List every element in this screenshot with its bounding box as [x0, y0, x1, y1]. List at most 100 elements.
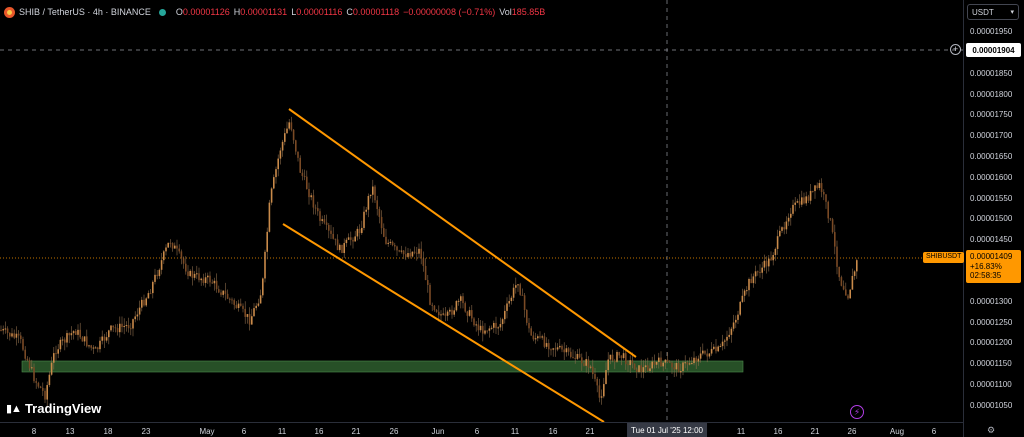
candle-body [570, 351, 572, 357]
price-axis-label: 0.00001800 [970, 90, 1013, 99]
candle-body [180, 251, 183, 259]
candle-body [6, 328, 9, 333]
candle-body [805, 196, 807, 204]
candle-body [589, 366, 592, 368]
candle-body [88, 345, 90, 347]
price-chart[interactable] [0, 0, 963, 423]
candle-body [688, 363, 691, 365]
candle-body [741, 295, 744, 302]
candle-body [92, 347, 95, 349]
candle-body [209, 275, 211, 283]
candle-body [752, 276, 755, 284]
candle-body [539, 336, 541, 338]
support-zone-rectangle[interactable] [21, 360, 744, 373]
candle-body [479, 325, 482, 331]
candle-body [739, 301, 741, 315]
candle-body [61, 339, 64, 341]
candle-body [823, 191, 825, 195]
candle-body [603, 384, 605, 397]
candle-body [279, 150, 282, 159]
tradingview-logo[interactable]: ▮▲ TradingView [6, 401, 101, 416]
candle-body [578, 353, 581, 358]
candle-body [121, 323, 123, 327]
candle-body [266, 231, 268, 252]
candle-body [53, 353, 55, 363]
candle-body [240, 303, 242, 306]
candle-body [671, 362, 673, 368]
candle-body [550, 349, 552, 351]
channel-lower-line[interactable] [282, 223, 605, 423]
candle-body [794, 202, 796, 205]
symbol-title[interactable]: SHIB / TetherUS · 4h · BINANCE [19, 7, 151, 17]
time-axis-label: 23 [141, 427, 151, 436]
candle-body [251, 316, 253, 325]
candle-body [482, 325, 484, 334]
price-axis-label: 0.00001200 [970, 338, 1013, 347]
candle-body [64, 339, 66, 343]
candle-body [488, 328, 491, 331]
candle-body [94, 347, 97, 349]
candle-body [717, 346, 719, 352]
add-alert-plus-icon[interactable]: + [950, 44, 961, 55]
candle-body [572, 356, 574, 358]
time-axis[interactable]: 8 13 18 23 May 6 11 16 21 26 Jun 6 11 16… [0, 422, 963, 437]
candle-body [633, 363, 636, 370]
candle-body [369, 194, 372, 196]
volume-value: 185.85B [511, 7, 546, 17]
candle-body [79, 329, 81, 338]
time-axis-label: 21 [810, 427, 820, 436]
candle-body [631, 360, 634, 364]
candle-body [75, 331, 77, 335]
candle-body [697, 358, 700, 362]
candle-body [435, 310, 438, 312]
candle-body [845, 289, 847, 296]
gear-icon[interactable]: ⚙ [987, 425, 996, 435]
candle-body [132, 319, 134, 329]
candle-body [680, 371, 682, 373]
candle-body [229, 298, 231, 300]
candle-body [662, 362, 664, 367]
candle-body [141, 299, 143, 308]
candle-body [715, 346, 717, 352]
candle-body [510, 297, 513, 302]
candle-body [154, 274, 156, 282]
price-axis-label: 0.00001100 [970, 380, 1012, 389]
candle-body [365, 209, 367, 212]
lightning-icon[interactable]: ⚡ [850, 405, 864, 419]
candle-body [409, 253, 411, 257]
candle-body [581, 357, 583, 364]
candle-body [757, 271, 759, 273]
currency-selector[interactable]: USDT ▾ [967, 4, 1019, 20]
candle-body [39, 386, 42, 388]
candle-body [310, 195, 312, 198]
candle-body [220, 292, 222, 295]
candle-body [829, 218, 832, 220]
candle-body [145, 298, 147, 306]
candle-body [728, 334, 730, 337]
chart-plot-area[interactable] [0, 0, 963, 423]
candle-body [405, 254, 407, 257]
last-price-change: +16.83% [970, 261, 1002, 271]
price-axis[interactable]: 0.00001950 0.00001850 0.00001800 0.00001… [963, 0, 1024, 437]
candle-body [334, 238, 337, 240]
symbol-legend[interactable]: SHIB / TetherUS · 4h · BINANCE O 0.000011… [4, 4, 545, 20]
candle-body [853, 271, 856, 276]
candle-body [721, 341, 724, 347]
candle-body [398, 250, 400, 252]
time-axis-label: 13 [65, 427, 75, 436]
candle-body [750, 278, 752, 284]
price-axis-label: 0.00001750 [970, 110, 1013, 119]
candle-body [347, 237, 350, 240]
candle-body [42, 387, 44, 391]
candle-body [451, 309, 453, 315]
candle-body [332, 233, 334, 239]
candle-body [385, 236, 387, 244]
candle-body [673, 367, 675, 370]
price-axis-label: 0.00001050 [970, 401, 1013, 410]
candle-body [387, 242, 389, 244]
candle-body [484, 330, 486, 334]
time-axis-label: 8 [31, 427, 37, 436]
candle-body [818, 183, 821, 188]
time-axis-label: May [199, 427, 215, 436]
channel-upper-line[interactable] [288, 108, 637, 358]
